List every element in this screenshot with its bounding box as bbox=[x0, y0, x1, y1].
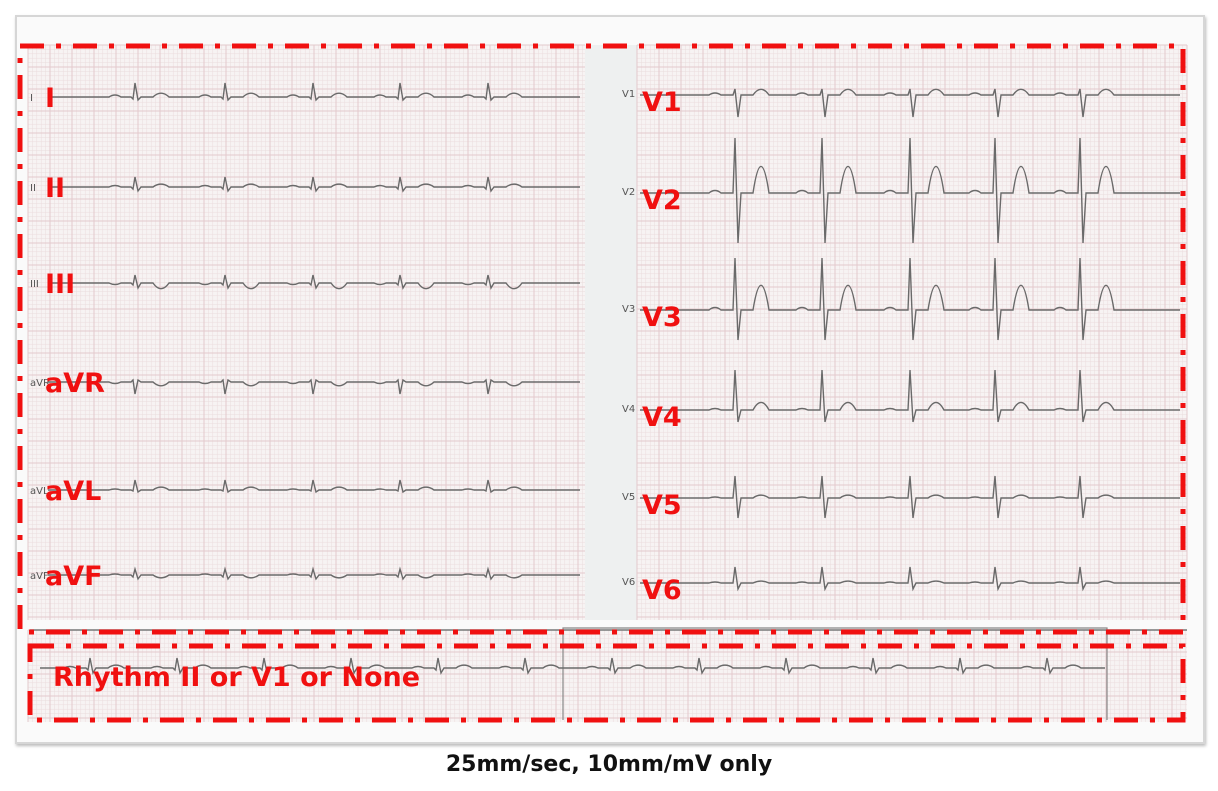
limb-lead-panel bbox=[27, 44, 585, 620]
trace-V1 bbox=[640, 88, 1180, 118]
printed-lead-label: III bbox=[30, 279, 39, 290]
trace-aVF bbox=[48, 566, 580, 581]
trace-V2 bbox=[640, 137, 1180, 244]
lead-label-V1: V1 bbox=[642, 87, 682, 118]
lead-label-II: II bbox=[45, 173, 65, 204]
lead-label-aVF: aVF bbox=[45, 561, 103, 592]
trace-V6 bbox=[640, 566, 1180, 592]
lead-label-aVL: aVL bbox=[45, 476, 101, 507]
printed-lead-label: V5 bbox=[622, 492, 635, 503]
lead-label-V6: V6 bbox=[642, 575, 682, 606]
trace-III bbox=[48, 274, 580, 290]
chest-lead-panel bbox=[636, 44, 1188, 620]
printed-lead-label: aVL bbox=[30, 486, 49, 497]
caption: 25mm/sec, 10mm/mV only bbox=[445, 752, 773, 777]
trace-I bbox=[48, 82, 580, 102]
lead-label-V2: V2 bbox=[642, 185, 682, 216]
printed-lead-label: aVF bbox=[30, 571, 49, 582]
rhythm-marker bbox=[562, 627, 1108, 720]
printed-lead-label: V6 bbox=[622, 577, 635, 588]
trace-V5 bbox=[640, 475, 1180, 519]
printed-lead-label: aVR bbox=[30, 378, 50, 389]
printed-lead-label: V1 bbox=[622, 89, 635, 100]
trace-V4 bbox=[640, 369, 1180, 423]
trace-aVL bbox=[48, 479, 580, 494]
trace-V3 bbox=[640, 257, 1180, 341]
printed-lead-label: I bbox=[30, 93, 33, 104]
lead-label-V4: V4 bbox=[642, 402, 682, 433]
trace-rhythm bbox=[40, 657, 1105, 675]
lead-label-III: III bbox=[45, 269, 75, 300]
panel-gap bbox=[585, 45, 637, 620]
lead-label-V3: V3 bbox=[642, 302, 682, 333]
printed-lead-label: V4 bbox=[622, 404, 635, 415]
printed-lead-label: V3 bbox=[622, 304, 635, 315]
printed-lead-label: II bbox=[30, 183, 36, 194]
rhythm-label: Rhythm II or V1 or None bbox=[53, 662, 420, 693]
rhythm-annotation-box bbox=[27, 643, 1186, 723]
printed-lead-label: V2 bbox=[622, 187, 635, 198]
lead-label-I: I bbox=[45, 83, 55, 114]
lead-label-aVR: aVR bbox=[45, 368, 105, 399]
trace-II bbox=[48, 176, 580, 193]
trace-aVR bbox=[48, 378, 580, 395]
lead-label-V5: V5 bbox=[642, 490, 682, 521]
